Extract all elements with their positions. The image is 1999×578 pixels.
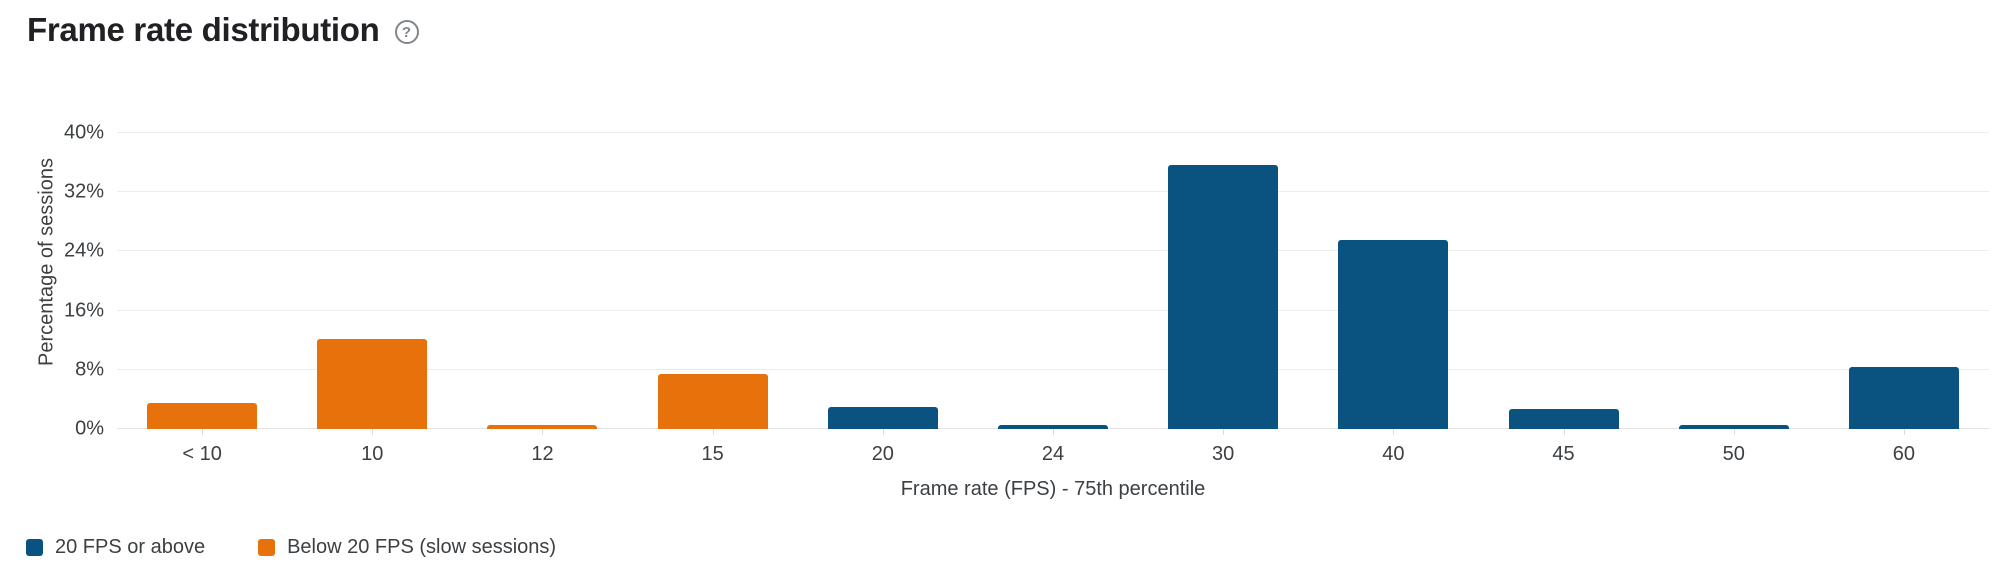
x-tick-label-10: 10 <box>361 443 384 465</box>
gridline-40 <box>117 132 1989 133</box>
gridline-24 <box>117 250 1989 252</box>
y-tick-label-0: 0% <box>75 417 104 440</box>
y-axis-tick-labels: 0% 8% 16% 24% 32% 40% <box>0 95 104 440</box>
x-tick-label-60: 60 <box>1892 443 1916 465</box>
y-tick-label-24: 24% <box>63 239 104 262</box>
x-axis-tick-labels: < 10 10 12 15 20 24 30 40 45 50 60 <box>117 443 1989 467</box>
bar-12[interactable] <box>487 424 598 429</box>
legend-swatch-below <box>258 539 276 556</box>
gridline-8 <box>117 368 1989 370</box>
x-tick-label-45: 45 <box>1552 443 1575 465</box>
x-tick-label-50: 50 <box>1722 443 1745 465</box>
y-tick-label-40: 40% <box>63 121 104 144</box>
x-tick-mark <box>712 429 714 435</box>
y-tick-label-32: 32% <box>63 180 104 203</box>
x-tick-label-12: 12 <box>531 443 554 465</box>
legend-label-below: Below 20 FPS (slow sessions) <box>287 536 557 558</box>
bar-40[interactable] <box>1338 240 1449 429</box>
x-tick-mark <box>1223 429 1225 435</box>
bar-50[interactable] <box>1678 425 1789 429</box>
bar-20[interactable] <box>827 406 938 429</box>
bar-<10[interactable] <box>147 403 258 429</box>
legend: 20 FPS or above Below 20 FPS (slow sessio… <box>26 536 556 559</box>
y-tick-label-8: 8% <box>75 358 104 381</box>
x-tick-label-40: 40 <box>1382 443 1405 465</box>
x-tick-mark <box>1903 429 1905 435</box>
x-tick-label-20: 20 <box>871 443 894 465</box>
y-tick-label-16: 16% <box>63 299 104 322</box>
x-tick-mark <box>1393 429 1395 435</box>
gridline-16 <box>117 309 1989 311</box>
x-tick-mark <box>1563 429 1565 435</box>
x-tick-label-15: 15 <box>701 443 724 465</box>
plot-area <box>117 95 1989 435</box>
bar-15[interactable] <box>657 374 768 429</box>
x-tick-mark <box>1053 429 1054 435</box>
x-tick-label-30: 30 <box>1212 443 1235 465</box>
x-tick-label-24: 24 <box>1041 443 1065 465</box>
y-axis-title: Percentage of sessions <box>35 158 58 366</box>
help-icon[interactable]: ? <box>394 20 419 44</box>
legend-item-below: Below 20 FPS (slow sessions) <box>258 536 556 559</box>
x-tick-mark <box>542 429 544 435</box>
x-tick-mark <box>1733 429 1735 435</box>
page-title: Frame rate distribution <box>27 11 380 48</box>
x-tick-mark <box>882 429 884 435</box>
bar-60[interactable] <box>1848 366 1959 429</box>
bar-30[interactable] <box>1168 164 1279 429</box>
legend-item-above: 20 FPS or above <box>26 536 205 559</box>
bar-24[interactable] <box>998 425 1108 429</box>
x-tick-mark <box>202 429 204 435</box>
x-axis-title: Frame rate (FPS) - 75th percentile <box>900 478 1206 500</box>
x-tick-label-<10: < 10 <box>182 443 222 465</box>
chart-header: Frame rate distribution ? <box>27 11 419 49</box>
bar-10[interactable] <box>317 338 428 429</box>
gridline-32 <box>117 191 1989 193</box>
bar-45[interactable] <box>1508 409 1619 429</box>
x-tick-mark <box>372 429 374 435</box>
legend-swatch-above <box>26 539 43 556</box>
legend-label-above: 20 FPS or above <box>55 536 206 558</box>
